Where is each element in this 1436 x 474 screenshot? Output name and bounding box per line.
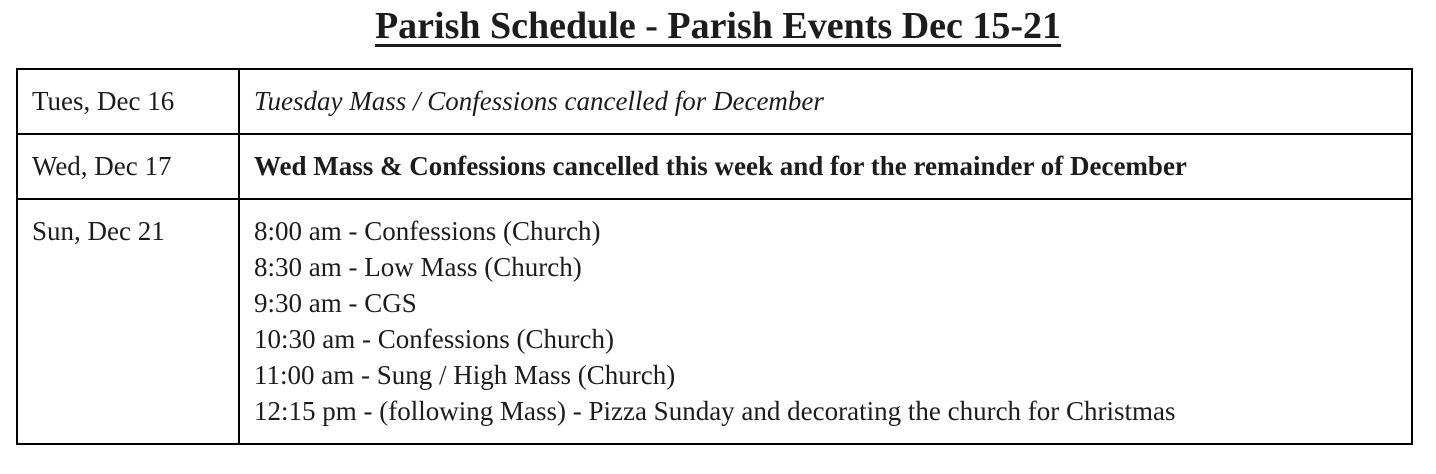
parish-schedule-table: Tues, Dec 16 Tuesday Mass / Confessions … bbox=[16, 68, 1413, 445]
date-cell: Sun, Dec 21 bbox=[16, 198, 240, 445]
events-cell: Wed Mass & Confessions cancelled this we… bbox=[238, 133, 1413, 200]
event-line: 10:30 am - Confessions (Church) bbox=[254, 324, 614, 354]
event-line: 11:00 am - Sung / High Mass (Church) bbox=[254, 360, 676, 390]
page-title: Parish Schedule - Parish Events Dec 15-2… bbox=[0, 0, 1436, 49]
events-cell: 8:00 am - Confessions (Church) 8:30 am - … bbox=[238, 198, 1413, 445]
schedule-table-body: Tues, Dec 16 Tuesday Mass / Confessions … bbox=[16, 68, 1413, 445]
event-line: Wed Mass & Confessions cancelled this we… bbox=[254, 151, 1187, 181]
event-line: 8:00 am - Confessions (Church) bbox=[254, 216, 601, 246]
date-cell: Wed, Dec 17 bbox=[16, 133, 240, 200]
event-line: Tuesday Mass / Confessions cancelled for… bbox=[254, 86, 824, 116]
event-line: 12:15 pm - (following Mass) - Pizza Sund… bbox=[254, 396, 1176, 426]
events-cell: Tuesday Mass / Confessions cancelled for… bbox=[238, 68, 1413, 135]
page-title-text: Parish Schedule - Parish Events Dec 15-2… bbox=[374, 5, 1062, 47]
date-cell: Tues, Dec 16 bbox=[16, 68, 240, 135]
event-line: 8:30 am - Low Mass (Church) bbox=[254, 252, 582, 282]
table-row: Wed, Dec 17 Wed Mass & Confessions cance… bbox=[16, 133, 1413, 200]
event-line: 9:30 am - CGS bbox=[254, 288, 417, 318]
table-row: Sun, Dec 21 8:00 am - Confessions (Churc… bbox=[16, 198, 1413, 445]
table-row: Tues, Dec 16 Tuesday Mass / Confessions … bbox=[16, 68, 1413, 135]
